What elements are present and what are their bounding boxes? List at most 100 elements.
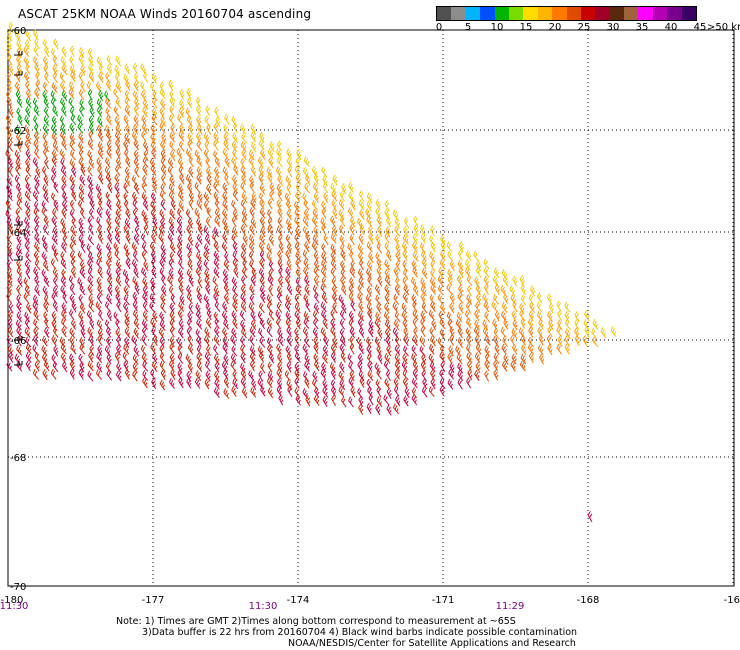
wind-barb [546, 334, 552, 346]
wind-barb [143, 215, 149, 227]
wind-barb [214, 301, 221, 313]
wind-barb [557, 335, 563, 347]
wind-barb [330, 343, 337, 355]
wind-barb [78, 310, 84, 322]
wind-barb [78, 294, 84, 306]
wind-barb [141, 250, 147, 262]
wind-barb [440, 250, 446, 262]
wind-barb [213, 335, 220, 346]
wind-barb [71, 217, 77, 229]
wind-barb [159, 258, 165, 270]
wind-barb [357, 353, 364, 365]
wind-barb [125, 258, 131, 270]
wind-barb [196, 251, 203, 263]
wind-barb [358, 343, 365, 355]
wind-barb [322, 182, 329, 194]
wind-barb [213, 267, 220, 279]
wind-barb [104, 157, 111, 168]
wind-barb [185, 174, 192, 185]
wind-barb [113, 88, 120, 100]
wind-barb [277, 140, 282, 152]
wind-barb [6, 183, 13, 195]
wind-barb [70, 114, 77, 126]
wind-barb [484, 311, 490, 323]
wind-barb [340, 260, 346, 272]
wind-barb [528, 310, 534, 322]
wind-barb [260, 362, 266, 374]
wind-barb [60, 157, 67, 169]
wind-barb [177, 225, 183, 237]
wind-barb [394, 225, 401, 237]
wind-barb [204, 352, 211, 364]
wind-barb [42, 81, 48, 93]
wind-barb [43, 174, 49, 187]
wind-barb [348, 181, 354, 193]
wind-barb [538, 318, 544, 330]
wind-barb [158, 233, 165, 244]
wind-barb [384, 352, 391, 364]
wind-barb [24, 259, 31, 271]
wind-barb [537, 326, 543, 338]
wind-barb [196, 336, 202, 347]
wind-barb [464, 310, 471, 322]
wind-barb [34, 285, 41, 297]
wind-barb [483, 266, 490, 278]
wind-barb [339, 343, 345, 355]
wind-barb [131, 131, 138, 143]
wind-barb [142, 140, 149, 152]
wind-barb [277, 190, 283, 202]
wind-barb [420, 224, 426, 236]
wind-barb [213, 166, 220, 178]
wind-barb [221, 242, 228, 253]
wind-barb [258, 165, 264, 177]
wind-barb [195, 302, 201, 314]
wind-barb [34, 123, 40, 135]
wind-barb [79, 260, 86, 272]
wind-barb [232, 132, 239, 144]
wind-barb [278, 394, 284, 406]
wind-barb [366, 215, 373, 227]
wind-barb [178, 190, 184, 202]
wind-barb [231, 233, 238, 245]
wind-barb [15, 319, 22, 331]
wind-barb [133, 72, 140, 84]
wind-barb [302, 326, 309, 338]
wind-barb [214, 174, 220, 186]
wind-barb [375, 379, 382, 391]
wind-barb [142, 377, 148, 389]
wind-barb [304, 284, 310, 296]
wind-barb [15, 182, 22, 194]
wind-barb [338, 209, 345, 221]
wind-barb [79, 343, 86, 355]
wind-barb [41, 251, 48, 263]
wind-barb [330, 243, 337, 255]
wind-barb [368, 319, 374, 331]
wind-barb [150, 164, 157, 176]
wind-barb [429, 277, 436, 288]
wind-barb [97, 232, 104, 244]
wind-barb [42, 184, 49, 195]
wind-barb [475, 343, 482, 355]
wind-barb [25, 88, 32, 101]
wind-barb [122, 351, 129, 363]
wind-barb [195, 310, 202, 322]
wind-barb [24, 284, 31, 297]
wind-barb [413, 327, 419, 339]
wind-barb [494, 283, 500, 295]
wind-barb [5, 199, 12, 210]
wind-barb [105, 361, 112, 373]
wind-barb [277, 335, 284, 347]
wind-barb [401, 310, 408, 322]
wind-barb [311, 241, 318, 253]
wind-barb [15, 90, 21, 102]
wind-barb [285, 310, 292, 322]
wind-barb [584, 309, 590, 322]
wind-barb [375, 294, 382, 306]
wind-barb [43, 300, 49, 313]
wind-barb [394, 353, 401, 365]
wind-barb [528, 326, 534, 338]
wind-barb [401, 241, 408, 253]
wind-barb [105, 107, 112, 119]
wind-barb [232, 250, 239, 262]
wind-barb [60, 276, 66, 288]
